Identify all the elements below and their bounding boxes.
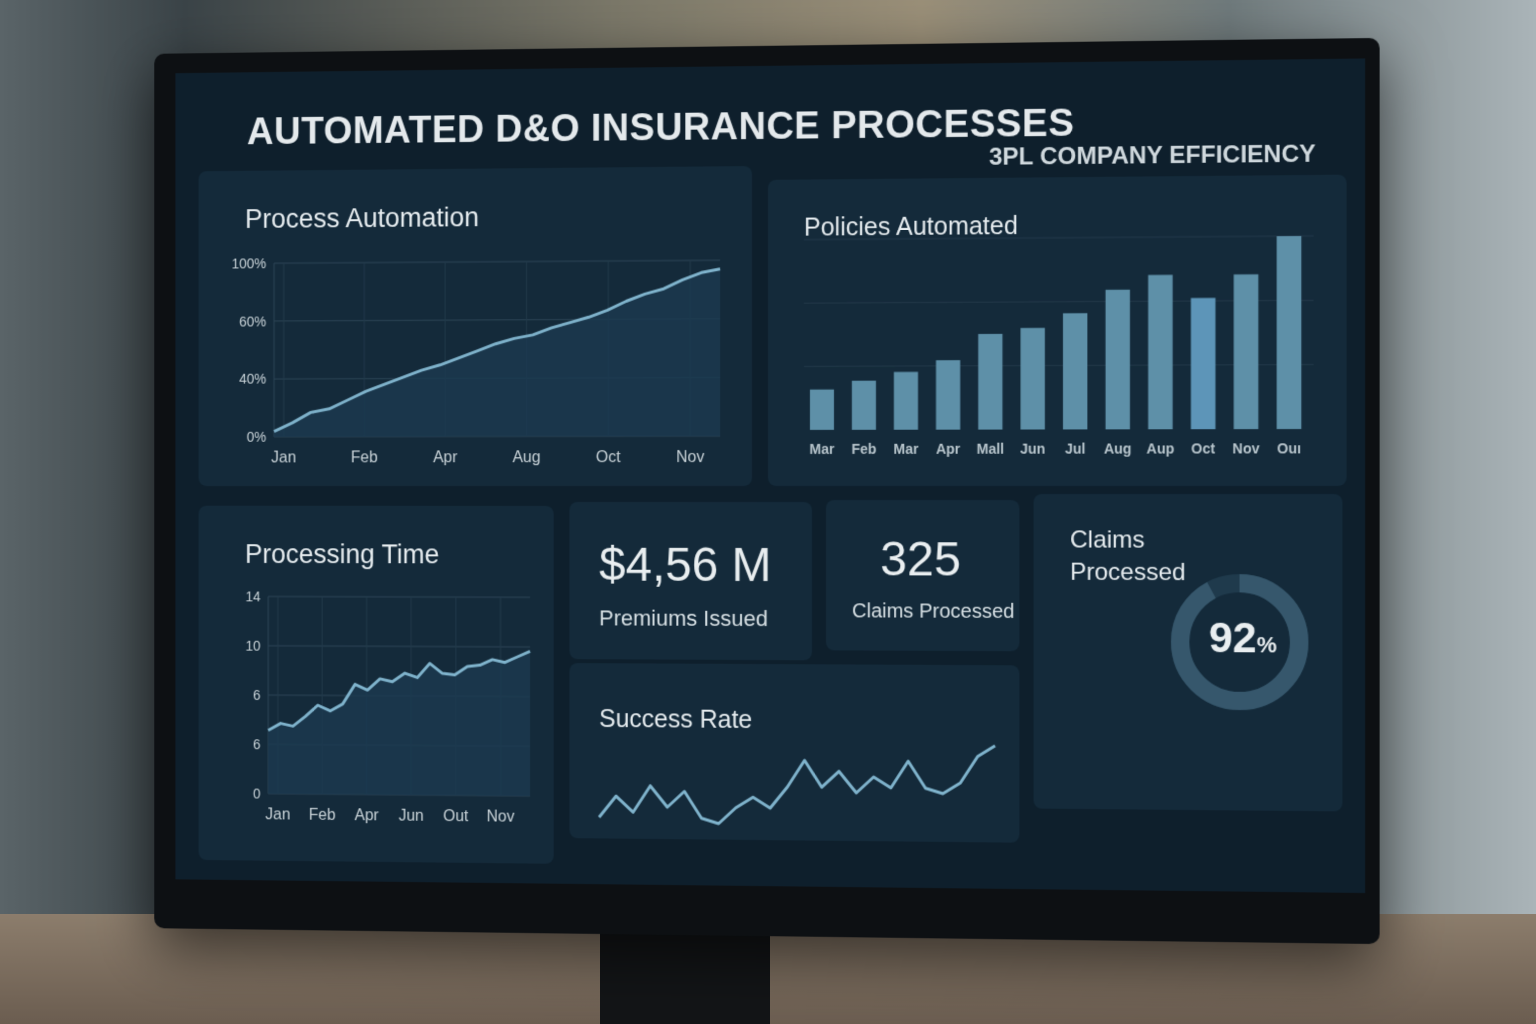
bar: [1233, 274, 1259, 430]
success-rate-panel: Success Rate: [569, 663, 1020, 843]
x-tick-label: Nov: [676, 449, 704, 466]
y-tick-label: 100%: [232, 255, 267, 271]
x-tick-label: Apr: [936, 441, 961, 457]
x-tick-label: Ouı: [1277, 440, 1301, 456]
bar: [936, 360, 961, 430]
y-tick-label: 6: [253, 736, 261, 752]
area-fill: [274, 269, 721, 437]
bar: [1190, 297, 1216, 430]
dashboard-screen: AUTOMATED D&O INSURANCE PROCESSES 3PL CO…: [175, 58, 1366, 894]
x-tick-label: Jun: [1020, 440, 1045, 456]
donut-value: 92%: [1209, 614, 1277, 663]
claims-donut-chart: [1034, 494, 1343, 811]
x-tick-label: Mar: [893, 441, 919, 457]
x-tick-label: Out: [443, 808, 469, 825]
gridline: [268, 596, 530, 597]
y-tick-label: 0%: [247, 429, 267, 445]
area-fill: [268, 650, 531, 796]
process-automation-panel: Process Automation 0% 40% 60% 100% Jan Feb Apr…: [198, 166, 753, 487]
donut-unit: %: [1256, 632, 1277, 658]
x-tick-label: Aug: [1104, 440, 1132, 456]
bar: [809, 389, 834, 430]
bar: [978, 333, 1003, 430]
claims-card: 325 Claims Processed: [825, 500, 1020, 652]
claims-value: 325: [880, 533, 961, 587]
bar: [851, 380, 876, 430]
x-tick-label: Oct: [1191, 440, 1215, 456]
x-tick-label: Feb: [351, 449, 378, 466]
x-tick-label: Nov: [487, 808, 515, 825]
x-tick-label: Mar: [810, 441, 836, 457]
x-tick-label: Feb: [309, 807, 336, 824]
series-line: [599, 743, 995, 826]
process-automation-chart: 0% 40% 60% 100% Jan Feb Apr Aug Oct Nov: [232, 255, 752, 466]
bar: [1020, 327, 1045, 430]
claims-label: Claims Processed: [852, 600, 1015, 623]
policies-automated-panel: Policies Automated Mar Feb Mar Apr Mall Jun Ju…: [767, 174, 1347, 486]
y-tick-label: 40%: [239, 371, 266, 387]
y-tick-label: 10: [245, 638, 260, 654]
x-tick-label: Mall: [977, 441, 1005, 457]
bar: [1062, 313, 1088, 430]
x-tick-label: Oct: [596, 449, 621, 466]
y-tick-label: 6: [253, 687, 261, 703]
donut-percent: 92: [1208, 613, 1257, 662]
premiums-label: Premiums Issued: [599, 605, 768, 632]
premiums-card: $4,56 M Premiums Issued: [569, 501, 812, 661]
bar: [1148, 274, 1173, 430]
x-tick-label: Apr: [354, 807, 379, 824]
x-tick-label: Jan: [265, 806, 290, 823]
y-tick-label: 14: [245, 588, 260, 604]
gridline: [804, 236, 1314, 240]
success-rate-chart: [569, 663, 1019, 843]
x-tick-label: Apr: [433, 449, 458, 466]
policies-automated-chart: Mar Feb Mar Apr Mall Jun Jul Aug Aup Oct Nov Ouı: [768, 175, 1347, 457]
page-title: AUTOMATED D&O INSURANCE PROCESSES: [246, 102, 1075, 154]
x-tick-label: Jun: [399, 808, 424, 825]
bar: [893, 371, 919, 430]
bar: [1105, 289, 1130, 430]
claims-donut-panel: Claims Processed 92%: [1033, 494, 1343, 812]
page-subtitle: 3PL COMPANY EFFICIENCY: [988, 140, 1316, 171]
x-tick-label: Aup: [1147, 440, 1175, 456]
x-tick-label: Jan: [271, 449, 296, 466]
processing-time-chart: 0 6 6 10 14 Jan Feb Apr Jun Out Nov: [245, 588, 554, 826]
gridline: [274, 260, 720, 263]
x-tick-label: Feb: [851, 441, 876, 457]
premiums-value: $4,56 M: [599, 538, 772, 593]
x-tick-label: Nov: [1232, 440, 1259, 456]
processing-time-panel: Processing Time 0 6 6 10 14 Jan Feb Apr Jun Out No…: [198, 505, 554, 864]
gridline: [268, 646, 530, 647]
x-tick-label: Jul: [1065, 440, 1086, 456]
bar: [1276, 236, 1302, 430]
y-tick-label: 60%: [239, 313, 266, 329]
x-tick-label: Aug: [513, 449, 541, 466]
y-tick-label: 0: [253, 785, 261, 801]
monitor: AUTOMATED D&O INSURANCE PROCESSES 3PL CO…: [154, 37, 1380, 945]
